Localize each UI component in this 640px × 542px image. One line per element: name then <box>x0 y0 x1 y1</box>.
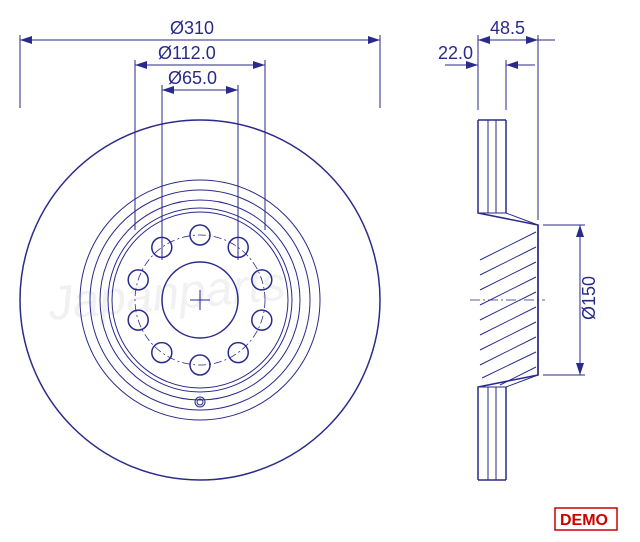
svg-text:Ø150: Ø150 <box>579 276 599 320</box>
technical-drawing: Japanparts <box>0 0 640 542</box>
dimensions-front: Ø310 Ø112.0 Ø65.0 <box>20 18 380 260</box>
side-view <box>470 120 545 480</box>
svg-text:Ø112.0: Ø112.0 <box>158 43 216 63</box>
demo-badge: DEMO <box>555 508 617 530</box>
svg-text:Ø310: Ø310 <box>170 18 214 38</box>
dimensions-side: 48.5 22.0 Ø150 <box>438 18 599 375</box>
svg-text:22.0: 22.0 <box>438 43 473 63</box>
svg-text:DEMO: DEMO <box>560 512 608 529</box>
svg-text:48.5: 48.5 <box>490 18 525 38</box>
svg-text:Ø65.0: Ø65.0 <box>168 68 217 88</box>
